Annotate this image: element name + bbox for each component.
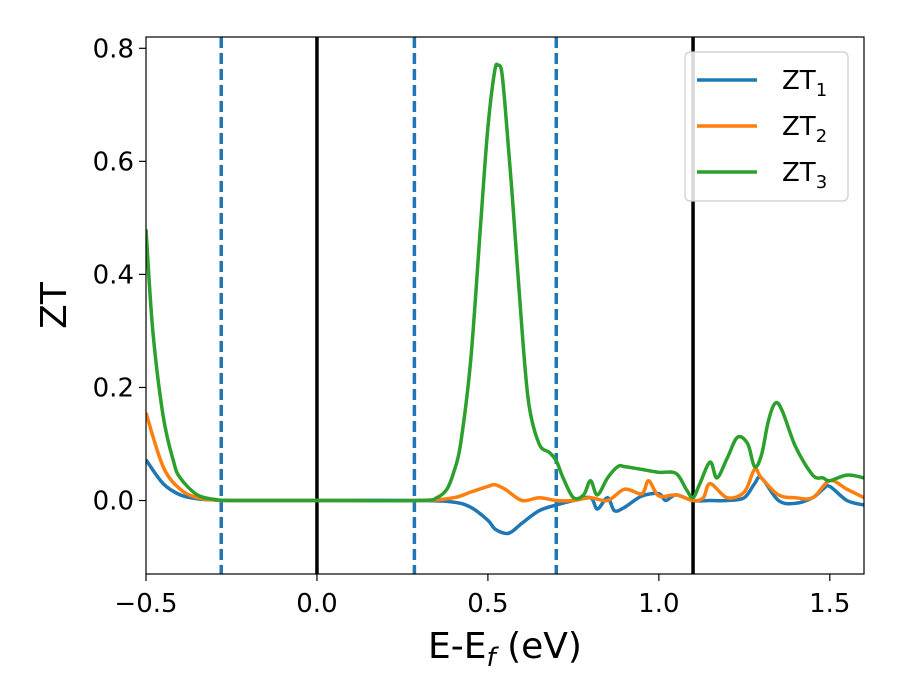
plot-frame [145, 36, 865, 575]
series-line-zt2 [146, 412, 864, 503]
x-tick-label: 1.5 [809, 589, 850, 619]
legend-box [684, 51, 849, 202]
x-axis-title: E-Ef (eV) [428, 626, 582, 673]
x-tick-label: 1.0 [638, 589, 679, 619]
x-tick-label: 0.0 [296, 589, 337, 619]
y-axis: 0.0 0.2 0.4 0.6 0.8 [93, 34, 146, 517]
y-tick-label: 0.0 [93, 487, 134, 517]
legend-label-zt2: ZT2 [782, 112, 827, 147]
y-tick-label: 0.2 [93, 373, 134, 403]
x-tick-label: 0.5 [467, 589, 508, 619]
y-tick-label: 0.8 [93, 34, 134, 64]
legend-label-zt1: ZT1 [782, 66, 827, 101]
series-layer [146, 62, 864, 536]
y-tick-label: 0.4 [93, 260, 134, 290]
legend-label-zt3: ZT3 [782, 158, 827, 193]
legend: ZT1 ZT2 ZT3 [684, 51, 849, 202]
y-axis-title: ZT [34, 281, 75, 329]
x-tick-label: −0.5 [114, 589, 177, 619]
x-axis: −0.5 0.0 0.5 1.0 1.5 [114, 574, 850, 619]
x-axis-title-unit: (eV) [496, 626, 582, 667]
x-axis-title-main: E-E [428, 626, 486, 667]
reference-lines [219, 37, 695, 574]
y-tick-label: 0.6 [93, 147, 134, 177]
series-line-zt3 [146, 62, 864, 503]
